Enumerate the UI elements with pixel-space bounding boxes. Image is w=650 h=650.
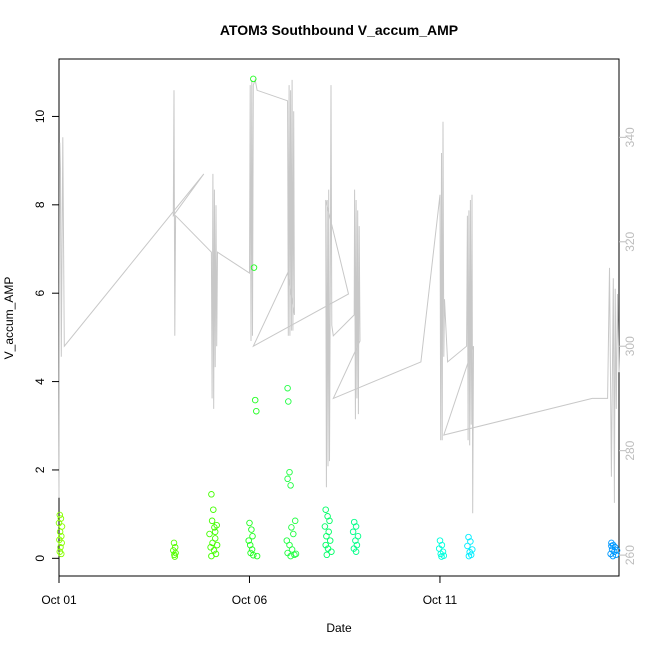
axes-layer: Oct 01 Oct 06 Oct 11 0 2 4 6 8 10 260 280 300 320 340 xyxy=(33,109,637,607)
data-point xyxy=(464,542,471,550)
data-point xyxy=(57,515,65,522)
data-point xyxy=(322,506,329,513)
data-point xyxy=(253,552,261,560)
data-point xyxy=(253,407,260,415)
series-line xyxy=(58,78,620,514)
data-point xyxy=(288,524,295,531)
data-point xyxy=(323,532,330,540)
data-point xyxy=(58,532,65,540)
data-point xyxy=(211,524,218,531)
data-point xyxy=(171,553,179,560)
data-point xyxy=(57,544,64,551)
y-tick-label: 10 xyxy=(33,109,47,123)
y-tick-label: 0 xyxy=(33,555,47,562)
data-point xyxy=(172,549,179,557)
data-point xyxy=(213,521,220,529)
data-point xyxy=(608,546,616,553)
plot-box xyxy=(58,58,620,577)
data-point xyxy=(291,517,299,525)
data-point xyxy=(213,541,221,549)
data-point xyxy=(608,539,615,547)
x-tick-label: Oct 06 xyxy=(232,593,268,607)
data-point xyxy=(56,511,64,519)
data-point xyxy=(288,546,296,553)
data-point xyxy=(467,538,474,545)
data-point xyxy=(248,526,255,533)
data-point xyxy=(465,552,473,560)
data-point xyxy=(284,384,291,392)
data-point xyxy=(352,537,359,544)
data-point xyxy=(287,552,294,560)
data-point xyxy=(323,551,331,559)
data-point xyxy=(349,528,357,536)
data-point xyxy=(58,539,65,547)
data-point xyxy=(246,519,253,527)
data-point xyxy=(249,532,256,540)
data-point xyxy=(613,547,621,554)
y-tick-label: 2 xyxy=(33,466,47,473)
data-point xyxy=(251,396,259,404)
data-point xyxy=(170,539,178,547)
data-point xyxy=(612,551,620,559)
x-tick-label: Oct 11 xyxy=(423,593,458,607)
y-tick-label: 8 xyxy=(33,201,47,208)
data-point xyxy=(350,518,358,526)
data-point xyxy=(352,523,360,530)
data-point xyxy=(438,553,445,560)
data-point xyxy=(326,537,334,544)
data-point xyxy=(328,548,335,555)
data-point xyxy=(285,398,292,405)
data-point xyxy=(58,523,66,530)
y2-tick-label: 320 xyxy=(623,231,637,251)
data-point xyxy=(437,550,444,558)
data-point xyxy=(246,541,254,549)
data-point xyxy=(206,530,213,538)
y-tick-label: 4 xyxy=(33,378,47,385)
y2-tick-label: 340 xyxy=(623,127,637,147)
data-point xyxy=(292,550,300,558)
data-point xyxy=(608,542,615,550)
data-point xyxy=(208,552,215,560)
data-point xyxy=(208,517,216,525)
data-point xyxy=(321,523,329,530)
line-layer xyxy=(58,78,620,514)
data-point xyxy=(286,468,293,476)
data-point xyxy=(208,491,215,498)
data-point xyxy=(609,552,617,560)
data-point xyxy=(465,533,472,541)
data-point xyxy=(287,482,294,489)
y2-tick-label: 280 xyxy=(623,440,637,460)
data-point xyxy=(245,537,252,544)
data-point xyxy=(210,547,218,554)
y2-tick-label: 260 xyxy=(623,545,637,565)
data-point xyxy=(291,551,298,559)
data-point xyxy=(250,264,258,271)
data-point xyxy=(352,548,360,555)
y-tick-label: 6 xyxy=(33,290,47,297)
x-tick-label: Oct 01 xyxy=(41,593,77,607)
points-layer xyxy=(55,75,621,560)
data-point xyxy=(210,506,217,513)
x-axis-label: Date xyxy=(326,621,352,635)
data-point xyxy=(58,550,65,558)
data-point xyxy=(250,75,257,83)
chart-title: ATOM3 Southbound V_accum_AMP xyxy=(220,22,458,38)
data-point xyxy=(211,528,219,536)
y2-tick-label: 300 xyxy=(623,336,637,356)
data-point xyxy=(56,528,64,536)
data-point xyxy=(290,530,297,538)
data-point xyxy=(284,475,291,483)
y-axis-label: V_accum_AMP xyxy=(2,277,16,360)
data-point xyxy=(250,551,257,559)
data-point xyxy=(326,517,333,525)
